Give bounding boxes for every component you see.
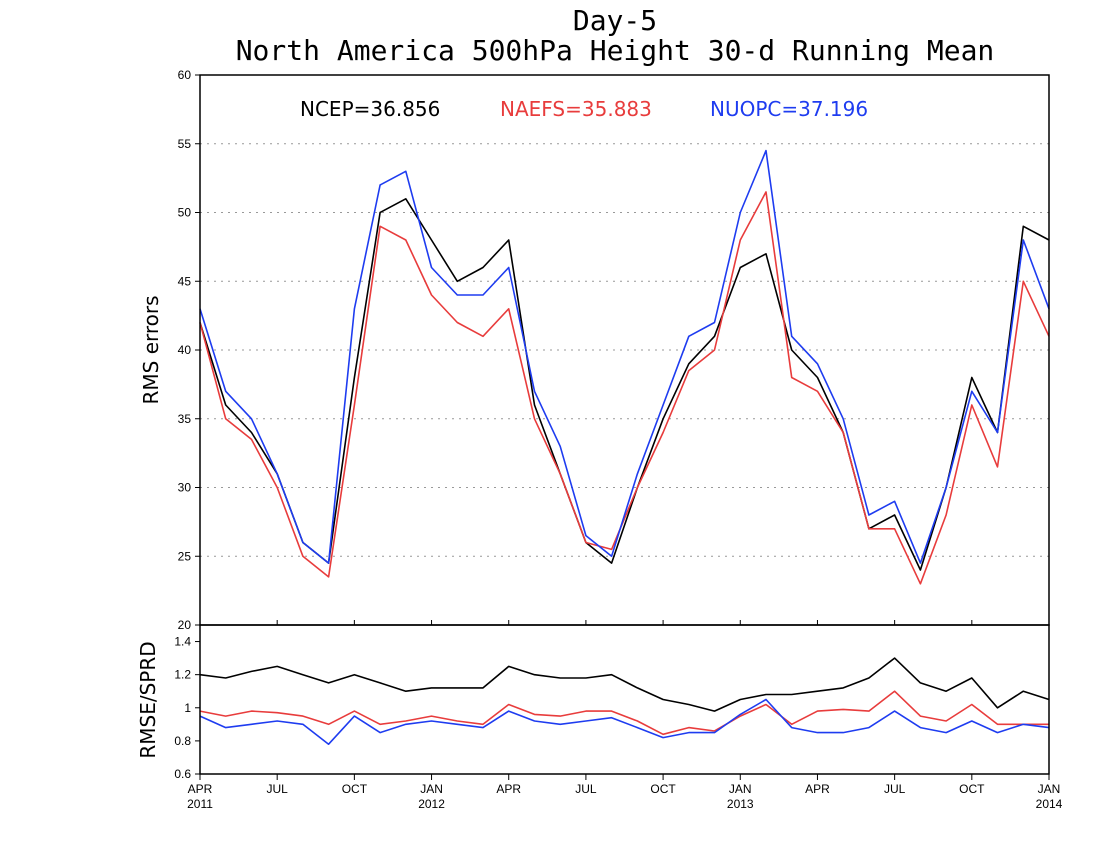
series-line-nuopc [199, 698, 1050, 746]
y-tick-label: 60 [178, 68, 192, 82]
x-tick-label: JUL [575, 782, 597, 796]
series-line-nuopc [199, 149, 1050, 564]
ncep-mean-label: NCEP=36.856 [300, 97, 440, 121]
y-axis-label-bottom: RMSE/SPRD [136, 641, 160, 758]
y-tick-label: 0.8 [174, 734, 191, 748]
axis-ticks: 2025303540455055600.60.811.21.4APR2011JU… [174, 68, 1062, 811]
x-tick-label: OCT [959, 782, 985, 796]
series-line-ncep [199, 198, 1050, 571]
y-tick-label: 1 [184, 701, 191, 715]
y-tick-label: 20 [178, 618, 192, 632]
chart-subtitle: North America 500hPa Height 30-d Running… [236, 34, 995, 67]
y-tick-label: 35 [178, 412, 192, 426]
x-tick-label: APR [496, 782, 521, 796]
plot-frame-bottom [199, 624, 1050, 775]
x-tick-label: OCT [650, 782, 676, 796]
x-tick-label: APR [188, 782, 213, 796]
series-lines-top [199, 149, 1050, 585]
y-tick-label: 40 [178, 343, 192, 357]
chart-title: Day-5 [573, 4, 657, 37]
x-tick-label: JUL [884, 782, 906, 796]
x-tick-year-label: 2014 [1036, 797, 1063, 811]
y-axis-label-top: RMS errors [139, 295, 163, 404]
series-line-ncep [199, 657, 1050, 712]
y-tick-label: 1.4 [174, 635, 191, 649]
x-tick-label: JUL [267, 782, 289, 796]
y-tick-label: 0.6 [174, 767, 191, 781]
x-tick-label: JAN [1038, 782, 1061, 796]
series-lines-bottom [199, 657, 1050, 746]
y-tick-label: 1.2 [174, 668, 191, 682]
series-line-naefs [199, 690, 1049, 736]
nuopc-mean-label: NUOPC=37.196 [710, 97, 868, 121]
x-tick-year-label: 2013 [727, 797, 754, 811]
x-tick-year-label: 2012 [418, 797, 445, 811]
x-tick-year-label: 2011 [187, 797, 213, 811]
x-tick-label: JAN [420, 782, 443, 796]
x-tick-label: OCT [342, 782, 368, 796]
x-tick-label: APR [805, 782, 830, 796]
y-tick-label: 55 [178, 137, 192, 151]
y-tick-label: 25 [178, 549, 192, 563]
grid-lines [200, 143, 1049, 557]
y-tick-label: 50 [178, 206, 192, 220]
x-tick-label: JAN [729, 782, 752, 796]
y-tick-label: 30 [178, 481, 192, 495]
y-tick-label: 45 [178, 274, 192, 288]
naefs-mean-label: NAEFS=35.883 [500, 97, 652, 121]
series-line-naefs [199, 191, 1050, 585]
